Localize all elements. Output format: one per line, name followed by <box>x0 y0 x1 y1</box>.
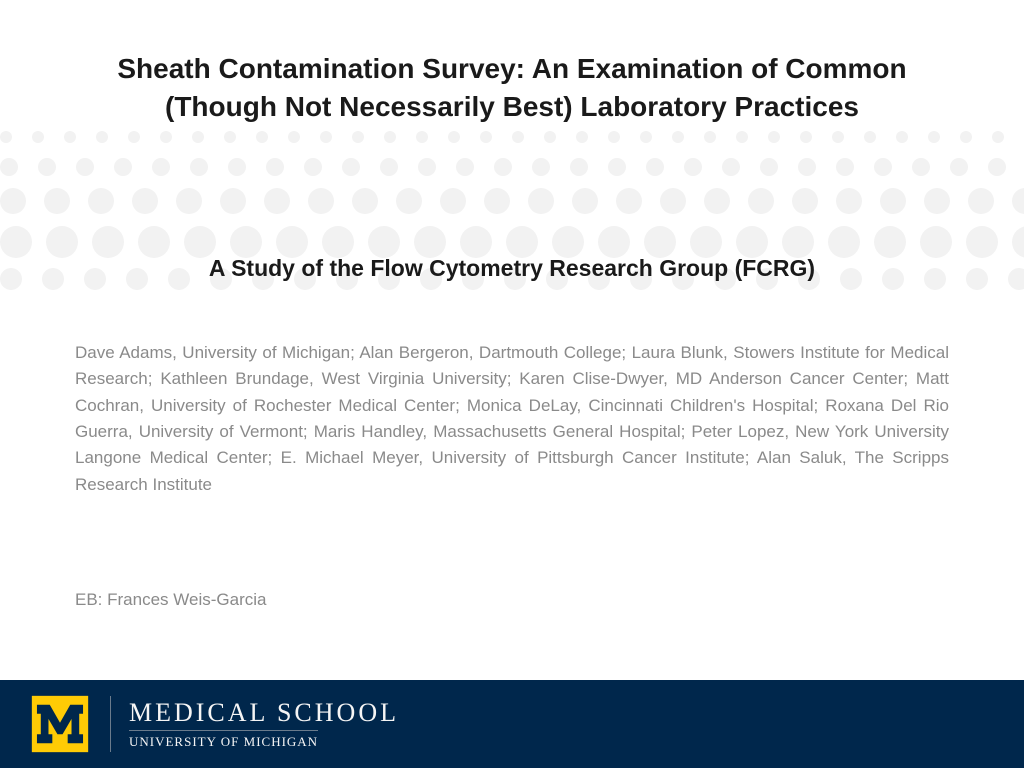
author-list: Dave Adams, University of Michigan; Alan… <box>75 340 949 498</box>
footer-divider <box>110 696 111 752</box>
slide-title: Sheath Contamination Survey: An Examinat… <box>60 50 964 126</box>
footer-line1: MEDICAL SCHOOL <box>129 698 399 728</box>
slide-subtitle: A Study of the Flow Cytometry Research G… <box>60 255 964 282</box>
footer-bar: MEDICAL SCHOOL UNIVERSITY OF MICHIGAN <box>0 680 1024 768</box>
presentation-slide: Sheath Contamination Survey: An Examinat… <box>0 0 1024 768</box>
footer-line2: UNIVERSITY OF MICHIGAN <box>129 730 318 750</box>
michigan-block-m-icon <box>28 692 92 756</box>
eb-credit: EB: Frances Weis-Garcia <box>75 590 266 610</box>
footer-institution: MEDICAL SCHOOL UNIVERSITY OF MICHIGAN <box>129 698 399 751</box>
